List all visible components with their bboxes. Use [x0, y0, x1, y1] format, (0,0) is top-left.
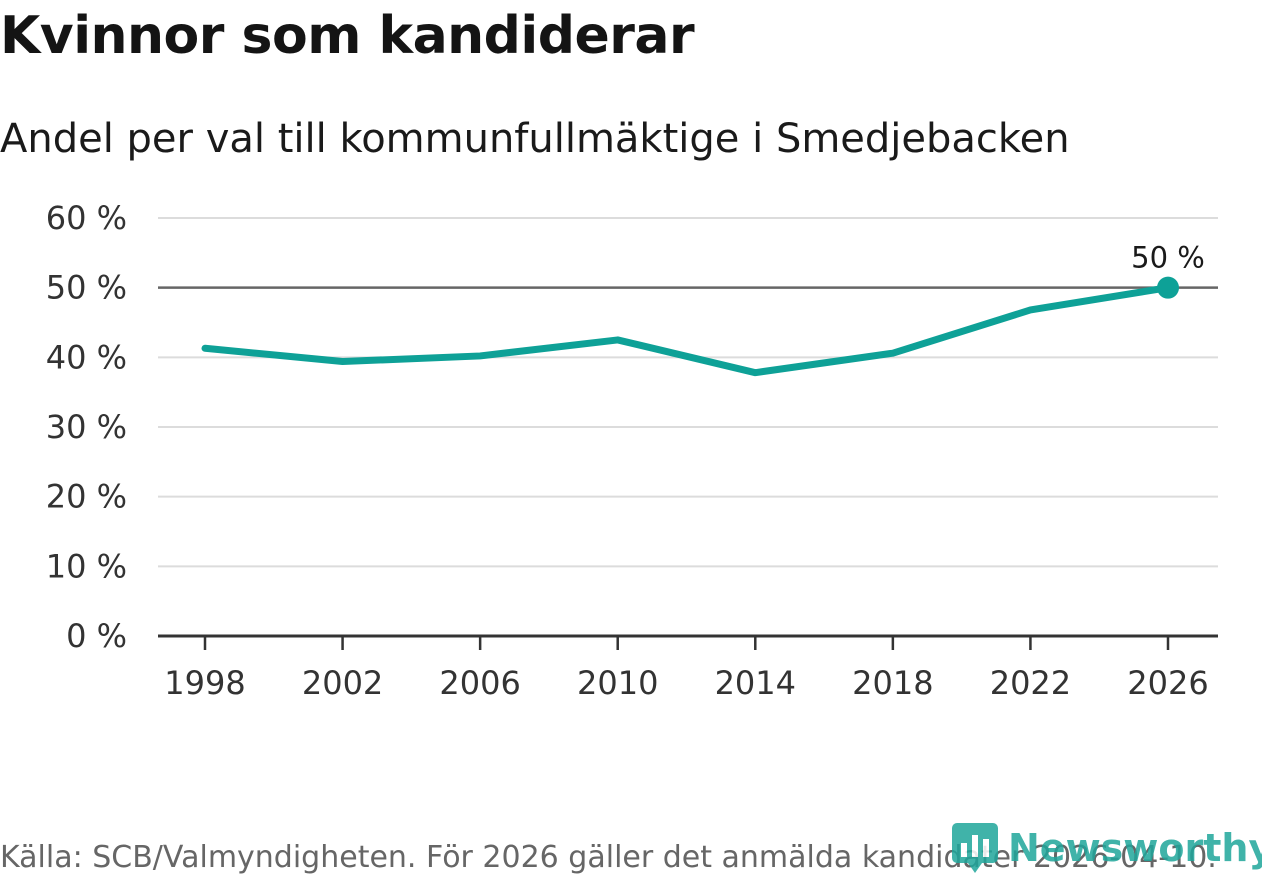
series — [201, 276, 1179, 377]
x-tick-label: 2010 — [577, 664, 658, 702]
chart-title: Kvinnor som kandiderar — [0, 6, 695, 66]
source-note: Källa: SCB/Valmyndigheten. För 2026 gäll… — [0, 840, 1217, 875]
y-tick-label: 10 % — [46, 547, 127, 585]
data-labels: 50 % — [1131, 241, 1205, 275]
series-line — [201, 284, 1172, 377]
brand-logo[interactable]: Newsworthy — [950, 820, 1262, 876]
x-tick-label: 2018 — [852, 664, 933, 702]
x-tick-label: 2026 — [1127, 664, 1208, 702]
gridlines — [158, 217, 1218, 568]
end-point-marker — [1157, 276, 1179, 299]
y-tick-label: 0 % — [66, 617, 127, 655]
newsworthy-logo-icon — [952, 823, 998, 873]
end-value-label: 50 % — [1131, 241, 1205, 275]
x-tick-label: 2022 — [990, 664, 1071, 702]
y-tick-label: 60 % — [46, 199, 127, 237]
x-axis: 1998 2002 2006 2010 2014 2018 2022 2026 — [158, 634, 1218, 702]
y-tick-label: 50 % — [46, 269, 127, 307]
y-tick-label: 30 % — [46, 408, 127, 446]
y-axis-ticks: 0 % 10 % 20 % 30 % 40 % 50 % 60 % — [46, 199, 127, 655]
brand-name: Newsworthy — [1008, 826, 1262, 870]
y-tick-label: 40 % — [46, 338, 127, 376]
x-tick-label: 2006 — [439, 664, 520, 702]
chart-subtitle: Andel per val till kommunfullmäktige i S… — [0, 116, 1070, 162]
x-tick-label: 2002 — [302, 664, 383, 702]
x-tick-label: 1998 — [164, 664, 245, 702]
x-tick-label: 2014 — [715, 664, 796, 702]
y-tick-label: 20 % — [46, 478, 127, 516]
